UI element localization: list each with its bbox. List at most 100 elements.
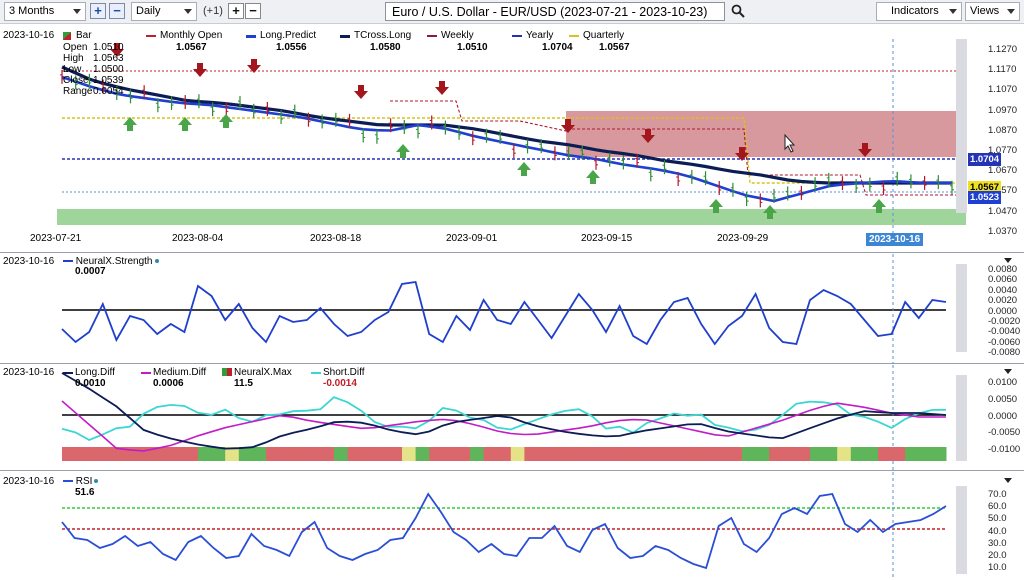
signal-block [796, 447, 811, 461]
legend-swatch [427, 35, 437, 37]
sell-arrow-icon [561, 119, 575, 133]
signal-block [932, 447, 947, 461]
price-x-tick: 2023-09-01 [446, 233, 498, 244]
rsi-chart [61, 472, 947, 580]
price-x-tick: 2023-08-04 [172, 233, 224, 244]
medium-diff-line [61, 400, 946, 452]
price-y-tick: 1.0670 [988, 165, 1018, 177]
symbol-title-field[interactable]: Euro / U.S. Dollar - EUR/USD (2023-07-21… [385, 2, 725, 21]
sell-arrow-icon [193, 63, 207, 77]
signal-block [279, 447, 294, 461]
interval-select[interactable]: Daily [131, 2, 197, 21]
legend-swatch [246, 35, 256, 38]
signal-block [89, 447, 104, 461]
signal-block [388, 447, 403, 461]
legend-name: Short.Diff [323, 367, 365, 378]
chevron-down-icon [949, 9, 957, 14]
signal-block [905, 447, 920, 461]
signal-block [374, 447, 389, 461]
zoom-out-button[interactable]: − [109, 3, 125, 19]
signal-block [157, 447, 172, 461]
signal-block [538, 447, 553, 461]
legend-name: NeuralX.Max [234, 367, 292, 378]
rsi-y-tick: 20.0 [988, 550, 1007, 561]
rsi-scrollbar[interactable] [956, 486, 967, 574]
legend-value: 1.0567 [176, 42, 207, 53]
strength-pane-date: 2023-10-16 [3, 256, 55, 267]
signal-block [619, 447, 634, 461]
ohlc-value: 1.0539 [93, 75, 124, 86]
diff-y-tick: 0.0050 [988, 393, 1018, 405]
price-chart [57, 39, 966, 247]
diff-y-tick: 0.0100 [988, 377, 1018, 388]
rsi-y-tick: 50.0 [988, 513, 1007, 525]
legend-name: Weekly [441, 30, 474, 41]
ohlc-value: 1.0500 [93, 64, 124, 75]
signal-block [198, 447, 213, 461]
rsi-swatch [63, 480, 73, 483]
signal-block [755, 447, 770, 461]
search-icon[interactable] [731, 4, 745, 18]
signal-block [470, 447, 485, 461]
range-select[interactable]: 3 Months [4, 2, 86, 21]
signal-block [130, 447, 145, 461]
tcross-long-line [61, 65, 952, 185]
signal-block [116, 447, 131, 461]
collapse-pane-icon[interactable] [1004, 258, 1012, 263]
diff-y-tick: -0.0100 [988, 444, 1021, 456]
offset-decrease-button[interactable]: − [245, 3, 261, 19]
price-y-tick: 1.1170 [988, 64, 1017, 76]
legend-swatch [63, 372, 73, 374]
signal-block [293, 447, 308, 461]
settings-dot-icon[interactable] [94, 479, 99, 484]
signal-block [714, 447, 729, 461]
rsi-y-tick: 40.0 [988, 525, 1007, 537]
range-select-value: 3 Months [9, 5, 55, 17]
legend-swatch [512, 35, 522, 37]
long-predict-line [61, 75, 952, 203]
offset-increase-button[interactable]: + [228, 3, 244, 19]
rsi-y-tick: 60.0 [988, 501, 1007, 513]
support-zone [57, 209, 966, 225]
collapse-pane-icon[interactable] [1004, 478, 1012, 483]
signal-block [782, 447, 797, 461]
signal-block [837, 447, 852, 461]
buy-arrow-icon [872, 199, 886, 213]
sell-arrow-icon [735, 147, 749, 161]
signal-block [75, 447, 90, 461]
strength-y-tick: -0.0020 [988, 316, 1021, 327]
sell-arrow-icon [435, 81, 449, 95]
signal-block [524, 447, 539, 461]
legend-name: Long.Predict [260, 30, 317, 41]
price-pane[interactable]: 2023-10-16 Bar Open 1.0510 High 1.0563 Low 1.… [0, 25, 1024, 253]
diff-pane[interactable]: 2023-10-16 Long.Diff 0.0010 Medium.Diff 0.0… [0, 365, 1024, 471]
strength-scrollbar[interactable] [956, 264, 967, 352]
ohlc-key: Close [63, 75, 89, 86]
strength-pane[interactable]: 2023-10-16 NeuralX.Strength 0.0007 0.008… [0, 254, 1024, 364]
signal-block [306, 447, 321, 461]
rsi-legend: RSI [63, 476, 99, 487]
bar-swatch-icon [63, 32, 71, 40]
collapse-pane-icon[interactable] [1004, 369, 1012, 374]
strength-y-tick: 0.0020 [988, 295, 1018, 307]
legend-value: 1.0510 [457, 42, 488, 53]
diff-chart [61, 365, 947, 471]
signal-block [62, 447, 77, 461]
legend-swatch [311, 372, 321, 374]
sell-arrow-icon [858, 143, 872, 157]
views-menu-button[interactable]: Views [965, 2, 1020, 21]
signal-block [864, 447, 879, 461]
diff-scrollbar[interactable] [956, 375, 967, 461]
zoom-in-button[interactable]: + [90, 3, 106, 19]
legend-name: Quarterly [583, 30, 625, 41]
signal-block [238, 447, 253, 461]
settings-dot-icon[interactable] [154, 259, 159, 264]
buy-arrow-icon [709, 199, 723, 213]
legend-swatch [340, 35, 350, 38]
legend-value: 11.5 [234, 378, 253, 389]
indicators-menu-button[interactable]: Indicators [876, 2, 962, 21]
price-scrollbar[interactable] [956, 39, 967, 213]
rsi-pane[interactable]: 2023-10-16 RSI 51.6 70.0 60.0 50.0 40.0 30.0… [0, 472, 1024, 580]
strength-legend-value: 0.0007 [75, 266, 106, 277]
signal-block [429, 447, 444, 461]
